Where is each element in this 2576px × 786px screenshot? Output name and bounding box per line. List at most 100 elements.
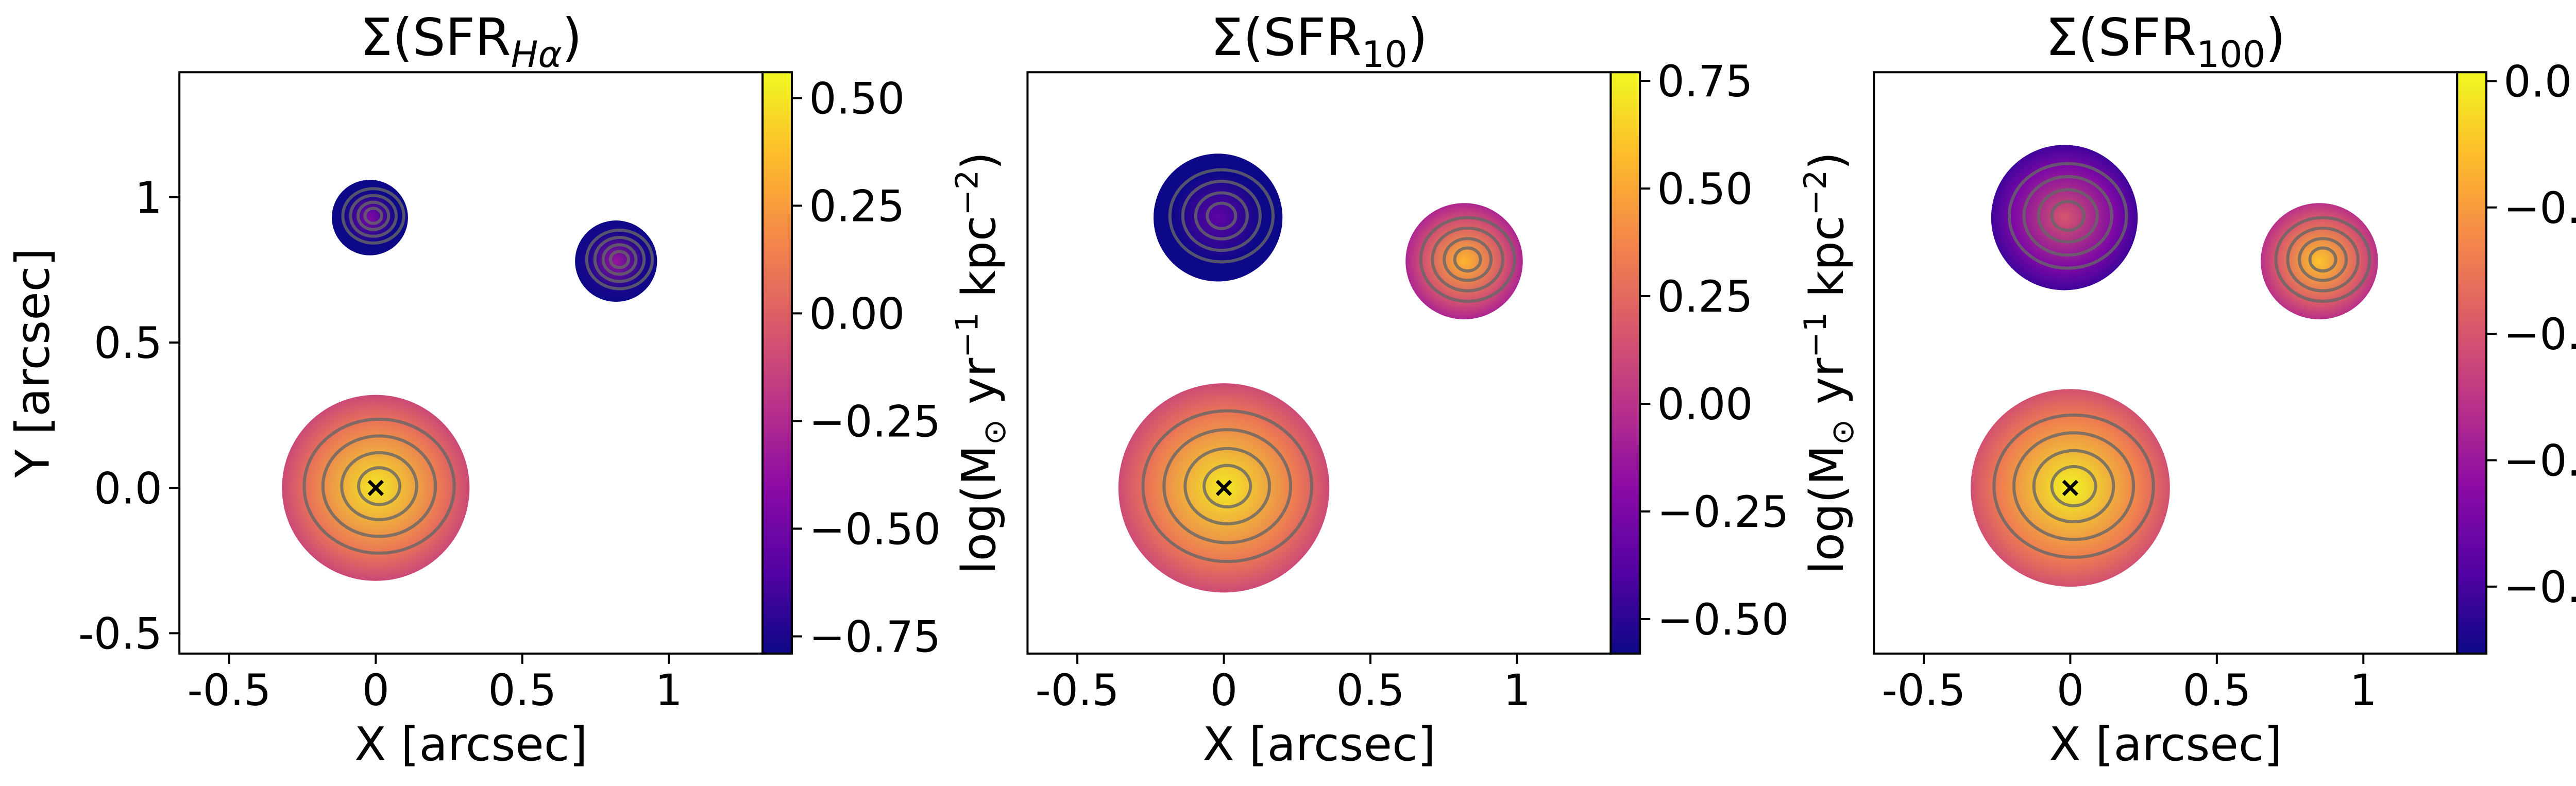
label-part: ⊙ (1825, 419, 1861, 445)
colorbar-tick-label: −0.50 (1657, 595, 1789, 645)
panel-title: Σ(SFRHα) (360, 7, 582, 76)
x-tick-label: 0 (2057, 665, 2084, 715)
contour (1181, 180, 1262, 252)
contour (585, 228, 654, 291)
colorbar-tick-label: 0.25 (809, 181, 905, 231)
colorbar-label: log(M⊙ yr−1 kpc−2) (950, 152, 1013, 574)
axes-frame (1026, 71, 1612, 655)
contour (1162, 428, 1293, 544)
title-part: 100 (2196, 33, 2265, 76)
axes-frame (178, 71, 764, 655)
colorbar-tick-label: −0.25 (1657, 487, 1789, 537)
colorbar-tick-label: 0.50 (809, 74, 905, 124)
label-part: ) (952, 152, 1006, 170)
center-marker (367, 480, 384, 496)
label-part: −2 (950, 170, 986, 216)
y-tick-label: 1 (135, 173, 162, 223)
contour (1431, 226, 1504, 293)
contour (321, 434, 437, 538)
contour (341, 187, 405, 245)
contour (608, 250, 630, 269)
contour (1419, 216, 1516, 303)
colorbar-tick-label: 0.00 (809, 289, 905, 339)
x-axis-label: X [arcsec] (354, 717, 588, 772)
contour (1141, 409, 1314, 563)
plot-area (1118, 153, 1523, 593)
contour (2286, 226, 2360, 293)
colorbar (761, 71, 793, 655)
label-part: log(M (1800, 445, 1854, 574)
x-tick-label: 0.5 (488, 665, 556, 715)
y-tick-label: 0.5 (94, 318, 162, 368)
label-part: −1 (1798, 312, 1834, 358)
colorbar-tick-label: −0.75 (809, 612, 941, 662)
axes-frame (1873, 71, 2459, 655)
colorbar-tick-label: −0.8 (2503, 562, 2576, 612)
colorbar-tick-label: −0.25 (809, 397, 941, 447)
title-part: ) (562, 7, 582, 67)
contour (2274, 216, 2371, 303)
x-tick-label: 0.5 (1336, 665, 1405, 715)
contour (1202, 464, 1252, 509)
title-part: Σ(SFR (1211, 7, 1362, 67)
y-axis-label: Y [arcsec] (6, 248, 60, 479)
contour (2308, 246, 2337, 273)
plot-area (1971, 145, 2378, 587)
x-tick-label: -0.5 (1882, 665, 1966, 715)
title-part: ) (2265, 7, 2285, 67)
contour (349, 194, 398, 238)
colorbar-tick-label: 0.00 (1657, 380, 1753, 430)
center-marker (1215, 480, 1232, 496)
panel-title: Σ(SFR10) (1211, 7, 1428, 76)
label-part: yr (1800, 357, 1854, 419)
colorbar-tick-label: 0.0 (2503, 57, 2572, 107)
contour (1453, 246, 1482, 273)
x-tick-label: 1 (655, 665, 683, 715)
contour (2050, 200, 2086, 232)
contour (2032, 449, 2115, 523)
x-axis-label: X [arcsec] (1202, 717, 1436, 772)
contour (340, 451, 418, 521)
colorbar-tick-label: −0.50 (809, 504, 941, 554)
label-part: kpc (952, 215, 1006, 312)
x-tick-label: 1 (1503, 665, 1531, 715)
colorbar-tick-label: 0.75 (1657, 57, 1753, 107)
colorbar-label: log(M⊙ yr−1 kpc−2) (1798, 152, 1861, 574)
contour (302, 417, 456, 555)
contour (357, 466, 402, 506)
label-part: −1 (950, 312, 986, 358)
colorbar-tick-label: −0.6 (2503, 436, 2576, 486)
colorbar-tick-label: 0.25 (1657, 272, 1753, 322)
contour (1168, 168, 1275, 264)
label-part: yr (952, 357, 1006, 419)
title-part: Σ(SFR (2045, 7, 2196, 67)
label-part: log(M (952, 445, 1006, 574)
x-tick-label: 1 (2350, 665, 2377, 715)
title-part: Hα (511, 33, 562, 76)
contour (1206, 201, 1238, 230)
x-tick-label: -0.5 (187, 665, 271, 715)
x-tick-label: -0.5 (1036, 665, 1120, 715)
contour (1992, 413, 2155, 559)
contour (593, 236, 646, 283)
x-axis-label: X [arcsec] (2049, 717, 2282, 772)
label-part: −2 (1798, 170, 1834, 216)
title-part: ) (1408, 7, 1428, 67)
y-tick-label: -0.5 (78, 609, 162, 659)
colorbar (1609, 71, 1641, 655)
x-tick-label: 0 (362, 665, 389, 715)
title-part: Σ(SFR (360, 7, 511, 67)
colorbar-tick-label: −0.4 (2503, 310, 2576, 360)
x-tick-label: 0 (1210, 665, 1238, 715)
contour (2050, 465, 2097, 507)
x-tick-label: 0.5 (2182, 665, 2251, 715)
contour (363, 207, 383, 225)
center-marker (2062, 480, 2079, 496)
y-tick-label: 0.0 (94, 464, 162, 514)
plot-area (282, 180, 657, 581)
colorbar (2456, 71, 2488, 655)
colorbar-tick-label: 0.50 (1657, 164, 1753, 214)
contour (2022, 175, 2114, 257)
label-part: kpc (1800, 215, 1854, 312)
